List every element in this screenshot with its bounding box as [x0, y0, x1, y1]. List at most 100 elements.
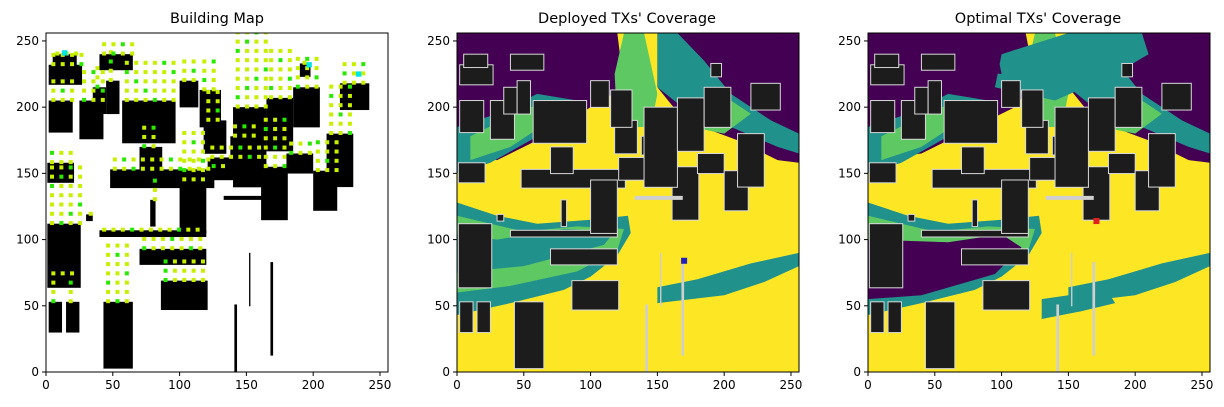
- candidate-point: [115, 262, 120, 267]
- building: [286, 153, 314, 174]
- candidate-point: [122, 157, 127, 162]
- x-tick-label: 250: [780, 378, 803, 392]
- candidate-point: [82, 79, 87, 84]
- candidate-point: [278, 85, 283, 90]
- candidate-point: [245, 85, 250, 90]
- candidate-point: [143, 79, 148, 84]
- building: [550, 248, 618, 266]
- candidate-point: [338, 103, 343, 108]
- candidate-point: [263, 164, 268, 169]
- building: [457, 162, 486, 184]
- candidate-point: [202, 87, 207, 92]
- candidate-point: [162, 70, 167, 75]
- building: [513, 301, 545, 370]
- candidate-point: [60, 62, 65, 67]
- candidate-point: [51, 97, 56, 102]
- candidate-point: [68, 211, 73, 216]
- candidate-point: [242, 133, 247, 138]
- candidate-point: [158, 227, 163, 232]
- candidate-point: [242, 124, 247, 129]
- candidate-point: [219, 154, 224, 159]
- candidate-point: [100, 88, 105, 93]
- candidate-point: [108, 68, 113, 73]
- candidate-point: [287, 76, 292, 81]
- candidate-point: [251, 133, 256, 138]
- candidate-point: [91, 88, 96, 93]
- building: [103, 301, 133, 369]
- building: [457, 223, 493, 289]
- candidate-point: [106, 243, 111, 248]
- candidate-point: [150, 157, 155, 162]
- candidate-point: [95, 66, 100, 71]
- candidate-point: [315, 158, 320, 163]
- candidate-point: [282, 145, 287, 150]
- candidate-point: [59, 160, 64, 165]
- candidate-point: [289, 150, 294, 155]
- candidate-point: [50, 150, 55, 155]
- candidate-point: [140, 157, 145, 162]
- building: [590, 80, 610, 108]
- candidate-point: [206, 166, 211, 171]
- x-axis: 0 50 100 150 200 250: [453, 372, 802, 392]
- x-tick-label: 100: [990, 378, 1013, 392]
- candidate-point: [329, 93, 334, 98]
- candidate-point: [347, 130, 352, 135]
- candidate-point: [200, 168, 205, 173]
- candidate-point: [176, 227, 181, 232]
- building: [982, 280, 1031, 311]
- building-edge: [1092, 262, 1096, 356]
- candidate-point: [59, 174, 64, 179]
- building: [907, 213, 916, 222]
- building: [610, 89, 633, 128]
- building: [1148, 133, 1176, 188]
- candidate-point: [120, 227, 125, 232]
- candidate-point: [68, 183, 73, 188]
- candidate-point: [287, 85, 292, 90]
- candidate-point: [112, 166, 117, 171]
- candidate-point: [178, 157, 183, 162]
- candidate-point: [206, 108, 211, 113]
- x-tick-label: 0: [864, 378, 872, 392]
- candidate-point: [124, 79, 129, 84]
- candidate-point: [361, 71, 366, 76]
- candidate-point: [215, 89, 220, 94]
- candidate-point: [263, 39, 268, 44]
- panel-optimal-coverage: Optimal TXs' Coverage 0 50 100 150 200 250 0 5…: [838, 11, 1213, 392]
- candidate-point: [78, 165, 83, 170]
- candidate-point: [247, 154, 252, 159]
- candidate-point: [172, 259, 177, 264]
- candidate-point: [298, 141, 303, 146]
- candidate-point: [314, 84, 319, 89]
- building: [560, 199, 568, 228]
- candidate-point: [152, 197, 157, 202]
- candidate-point: [124, 271, 129, 276]
- candidate-point: [238, 154, 243, 159]
- candidate-point: [171, 70, 176, 75]
- building: [924, 301, 956, 370]
- candidate-point: [191, 168, 196, 173]
- candidate-point: [112, 157, 117, 162]
- candidate-point: [202, 78, 207, 83]
- candidate-point: [273, 136, 278, 141]
- panel-deployed-coverage: Deployed TXs' Coverage 0 50 100 150 200 250 0…: [427, 11, 802, 392]
- candidate-point: [351, 71, 356, 76]
- candidate-point: [269, 58, 274, 63]
- building: [590, 179, 618, 234]
- candidate-point: [78, 221, 83, 226]
- candidate-point: [361, 62, 366, 67]
- building: [961, 146, 985, 175]
- y-tick-label: 50: [846, 299, 861, 313]
- candidate-point: [342, 80, 347, 85]
- candidate-point: [51, 289, 56, 294]
- candidate-point: [68, 174, 73, 179]
- candidate-point: [182, 149, 187, 154]
- x-axis: 0 50 100 150 200 250: [864, 372, 1213, 392]
- candidate-point: [325, 158, 330, 163]
- candidate-point: [254, 95, 259, 100]
- candidate-point: [50, 160, 55, 165]
- building: [99, 230, 207, 237]
- candidate-point: [278, 95, 283, 100]
- candidate-point: [269, 48, 274, 53]
- candidate-point: [130, 42, 135, 47]
- candidate-point: [245, 39, 250, 44]
